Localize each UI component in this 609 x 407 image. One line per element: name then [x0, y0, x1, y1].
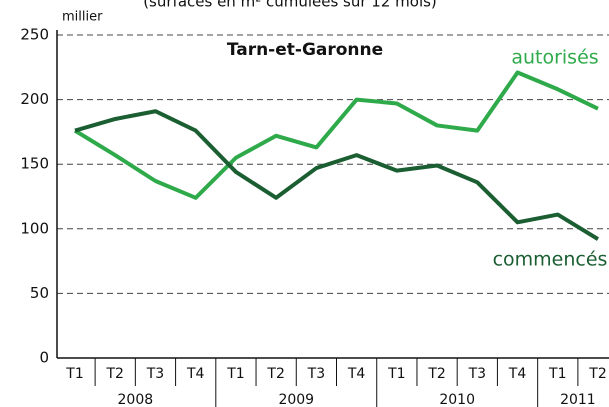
x-tick-label: T2 [105, 366, 123, 382]
x-tick-label: T4 [508, 366, 527, 382]
x-tick-label: T1 [548, 366, 566, 382]
y-tick-label: 200 [20, 90, 49, 108]
y-tick-label: 0 [39, 349, 49, 367]
x-tick-label: T2 [266, 366, 284, 382]
x-group-label: 2010 [439, 392, 475, 407]
y-tick-label: 100 [20, 219, 49, 237]
x-tick-label: T4 [186, 366, 205, 382]
x-tick-label: T1 [65, 366, 83, 382]
series-line [74, 109, 600, 241]
x-tick-label: T3 [468, 366, 486, 382]
x-tick-label: T3 [307, 366, 325, 382]
x-group-label: 2011 [560, 392, 596, 407]
x-group-label: 2009 [278, 392, 314, 407]
x-tick-label: T2 [427, 366, 445, 382]
y-tick-label: 50 [30, 284, 49, 302]
series-label: autorisés [511, 47, 598, 69]
x-tick-label: T1 [226, 366, 244, 382]
y-axis-label: millier [62, 10, 103, 25]
series-label: commencés [493, 249, 608, 271]
x-group-label: 2008 [118, 392, 154, 407]
chart-subtitle: (surfaces en m² cumulées sur 12 mois) [143, 0, 437, 11]
x-tick-label: T2 [588, 366, 606, 382]
x-tick-label: T1 [387, 366, 405, 382]
chart-title: Tarn-et-Garonne [227, 40, 383, 60]
x-tick-label: T3 [146, 366, 164, 382]
series-line [73, 70, 599, 200]
x-tick-label: T4 [347, 366, 366, 382]
y-tick-label: 250 [20, 26, 49, 44]
y-tick-label: 150 [20, 155, 49, 173]
